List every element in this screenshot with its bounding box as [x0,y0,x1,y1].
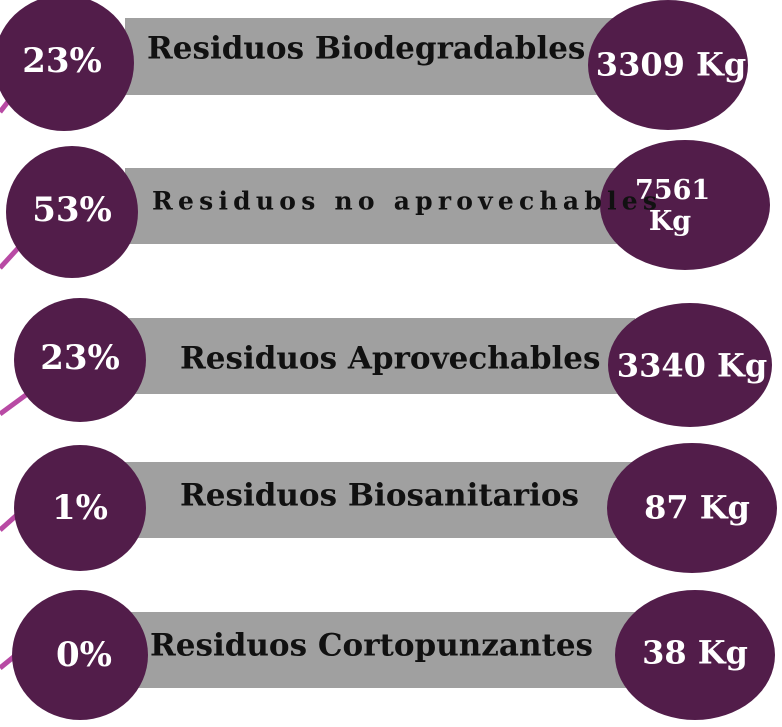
percent-circle [14,445,146,571]
label-bar [125,168,635,244]
label-bar [125,18,625,95]
amount: 7561 Kg [635,175,711,238]
percent: 53% [32,190,112,230]
percent-circle [14,298,146,422]
amount-circle [607,443,777,573]
amount: 87 Kg [644,489,750,527]
amount-box: 7561 Kg [635,175,711,238]
label-bar [125,318,635,394]
amount-circle [615,590,775,720]
percent: 0% [56,635,112,675]
label-bar [125,612,635,688]
percent-circle [0,0,134,131]
amount-circle [608,303,772,427]
amount: 3340 Kg [617,347,767,385]
label-bar [125,462,635,538]
label: Residuos no aprovechables [152,187,657,216]
percent-circle [6,146,138,278]
label: Residuos Biosanitarios [180,478,579,514]
label: Residuos Biodegradables [147,31,585,67]
percent-circle [12,590,148,720]
label: Residuos Cortopunzantes [150,628,593,664]
amount-circle [588,0,748,130]
label: Residuos Aprovechables [180,341,600,377]
amount-circle [600,140,770,270]
connector [0,244,22,270]
amount: 38 Kg [642,634,748,672]
percent: 23% [22,41,102,81]
percent: 23% [40,338,120,378]
amount: 3309 Kg [596,46,746,84]
percent: 1% [52,488,108,528]
connector [0,389,32,417]
